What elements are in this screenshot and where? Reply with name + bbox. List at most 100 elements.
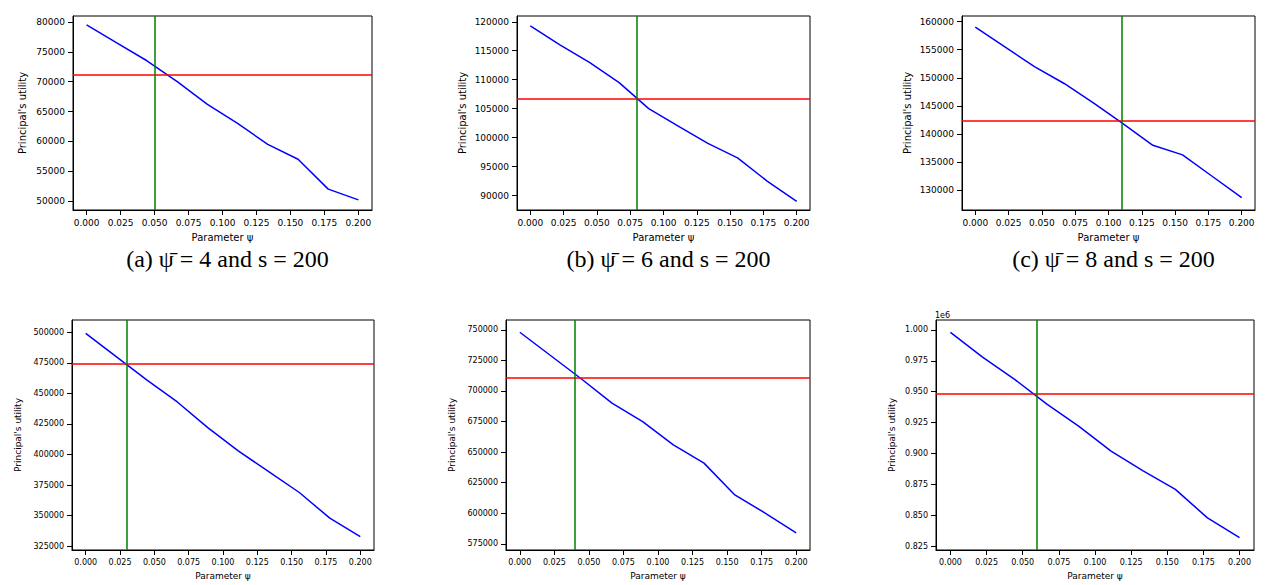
svg-text:135000: 135000 bbox=[920, 157, 955, 167]
svg-text:0.175: 0.175 bbox=[751, 218, 777, 228]
svg-text:0.200: 0.200 bbox=[784, 218, 810, 228]
svg-text:0.200: 0.200 bbox=[349, 558, 372, 567]
svg-text:0.175: 0.175 bbox=[1192, 558, 1215, 567]
svg-text:1.000: 1.000 bbox=[905, 325, 928, 334]
svg-text:80000: 80000 bbox=[36, 17, 65, 27]
svg-text:0.125: 0.125 bbox=[1120, 558, 1143, 567]
svg-text:Parameter ψ: Parameter ψ bbox=[630, 571, 686, 581]
svg-text:55000: 55000 bbox=[36, 166, 65, 176]
svg-text:0.975: 0.975 bbox=[905, 356, 928, 365]
svg-text:0.000: 0.000 bbox=[74, 218, 100, 228]
svg-text:Parameter ψ: Parameter ψ bbox=[1078, 232, 1140, 243]
svg-text:375000: 375000 bbox=[33, 481, 64, 490]
svg-text:0.200: 0.200 bbox=[785, 558, 808, 567]
svg-text:120000: 120000 bbox=[475, 17, 510, 27]
svg-text:425000: 425000 bbox=[33, 419, 64, 428]
svg-text:0.875: 0.875 bbox=[905, 480, 928, 489]
svg-text:0.150: 0.150 bbox=[278, 218, 304, 228]
svg-text:1e6: 1e6 bbox=[935, 311, 950, 320]
svg-text:750000: 750000 bbox=[467, 325, 498, 334]
svg-text:500000: 500000 bbox=[33, 328, 64, 337]
svg-text:(b) ψ̄ = 6 and s = 200: (b) ψ̄ = 6 and s = 200 bbox=[566, 246, 770, 272]
svg-text:350000: 350000 bbox=[33, 511, 64, 520]
svg-text:0.100: 0.100 bbox=[210, 218, 236, 228]
svg-text:0.200: 0.200 bbox=[346, 218, 372, 228]
svg-text:95000: 95000 bbox=[480, 162, 509, 172]
svg-text:0.000: 0.000 bbox=[508, 558, 531, 567]
svg-text:Principal's utility: Principal's utility bbox=[887, 397, 897, 472]
svg-text:0.125: 0.125 bbox=[681, 558, 704, 567]
svg-text:0.025: 0.025 bbox=[543, 558, 566, 567]
svg-text:0.075: 0.075 bbox=[177, 558, 200, 567]
svg-text:0.025: 0.025 bbox=[996, 218, 1022, 228]
svg-text:0.150: 0.150 bbox=[1156, 558, 1179, 567]
svg-text:Principal's utility: Principal's utility bbox=[13, 397, 23, 472]
svg-text:600000: 600000 bbox=[467, 509, 498, 518]
svg-text:725000: 725000 bbox=[467, 356, 498, 365]
svg-text:0.050: 0.050 bbox=[142, 218, 168, 228]
svg-text:0.950: 0.950 bbox=[905, 387, 928, 396]
svg-text:325000: 325000 bbox=[33, 542, 64, 551]
svg-text:Principal's utility: Principal's utility bbox=[457, 72, 468, 154]
svg-text:Parameter ψ: Parameter ψ bbox=[192, 232, 254, 243]
svg-text:(c) ψ̄ = 8 and s = 200: (c) ψ̄ = 8 and s = 200 bbox=[1012, 246, 1215, 272]
svg-text:0.000: 0.000 bbox=[939, 558, 962, 567]
svg-text:140000: 140000 bbox=[920, 129, 955, 139]
svg-text:160000: 160000 bbox=[920, 17, 955, 27]
svg-text:0.175: 0.175 bbox=[750, 558, 773, 567]
svg-text:650000: 650000 bbox=[467, 448, 498, 457]
svg-text:Parameter ψ: Parameter ψ bbox=[633, 232, 695, 243]
svg-text:0.075: 0.075 bbox=[617, 218, 643, 228]
svg-text:0.825: 0.825 bbox=[905, 542, 928, 551]
svg-text:65000: 65000 bbox=[36, 107, 65, 117]
svg-text:75000: 75000 bbox=[36, 47, 65, 57]
svg-text:0.000: 0.000 bbox=[517, 218, 543, 228]
svg-text:400000: 400000 bbox=[33, 450, 64, 459]
svg-text:575000: 575000 bbox=[467, 539, 498, 548]
svg-text:0.125: 0.125 bbox=[1129, 218, 1155, 228]
svg-text:0.100: 0.100 bbox=[212, 558, 235, 567]
svg-text:0.175: 0.175 bbox=[315, 558, 338, 567]
svg-text:625000: 625000 bbox=[467, 478, 498, 487]
svg-text:0.200: 0.200 bbox=[1228, 558, 1251, 567]
svg-text:90000: 90000 bbox=[480, 191, 509, 201]
svg-text:0.075: 0.075 bbox=[1047, 558, 1070, 567]
svg-text:0.900: 0.900 bbox=[905, 449, 928, 458]
svg-text:130000: 130000 bbox=[920, 185, 955, 195]
svg-text:0.125: 0.125 bbox=[684, 218, 710, 228]
svg-text:0.050: 0.050 bbox=[584, 218, 610, 228]
svg-text:0.100: 0.100 bbox=[647, 558, 670, 567]
svg-text:475000: 475000 bbox=[33, 358, 64, 367]
svg-text:700000: 700000 bbox=[467, 386, 498, 395]
svg-text:0.175: 0.175 bbox=[1196, 218, 1222, 228]
svg-text:0.100: 0.100 bbox=[1096, 218, 1122, 228]
svg-text:0.100: 0.100 bbox=[651, 218, 677, 228]
svg-text:0.850: 0.850 bbox=[905, 511, 928, 520]
svg-text:145000: 145000 bbox=[920, 101, 955, 111]
svg-text:115000: 115000 bbox=[475, 46, 510, 56]
svg-text:0.200: 0.200 bbox=[1229, 218, 1255, 228]
svg-text:Principal's utility: Principal's utility bbox=[902, 72, 913, 154]
svg-text:Principal's utility: Principal's utility bbox=[17, 72, 28, 154]
svg-text:0.000: 0.000 bbox=[962, 218, 988, 228]
svg-text:0.025: 0.025 bbox=[551, 218, 577, 228]
svg-text:0.125: 0.125 bbox=[246, 558, 269, 567]
svg-text:60000: 60000 bbox=[36, 136, 65, 146]
svg-text:Parameter ψ: Parameter ψ bbox=[195, 571, 251, 581]
svg-text:0.150: 0.150 bbox=[717, 218, 743, 228]
svg-text:0.925: 0.925 bbox=[905, 418, 928, 427]
svg-text:0.125: 0.125 bbox=[244, 218, 270, 228]
svg-text:0.025: 0.025 bbox=[108, 218, 134, 228]
svg-text:0.025: 0.025 bbox=[109, 558, 132, 567]
svg-text:50000: 50000 bbox=[36, 196, 65, 206]
svg-text:Parameter ψ: Parameter ψ bbox=[1067, 571, 1123, 581]
svg-text:0.000: 0.000 bbox=[74, 558, 97, 567]
svg-text:(a) ψ̄ = 4 and s = 200: (a) ψ̄ = 4 and s = 200 bbox=[126, 246, 329, 272]
svg-text:155000: 155000 bbox=[920, 45, 955, 55]
svg-text:0.075: 0.075 bbox=[1062, 218, 1088, 228]
svg-text:150000: 150000 bbox=[920, 73, 955, 83]
svg-text:110000: 110000 bbox=[475, 75, 510, 85]
svg-text:0.175: 0.175 bbox=[312, 218, 338, 228]
svg-text:675000: 675000 bbox=[467, 417, 498, 426]
svg-text:0.050: 0.050 bbox=[143, 558, 166, 567]
